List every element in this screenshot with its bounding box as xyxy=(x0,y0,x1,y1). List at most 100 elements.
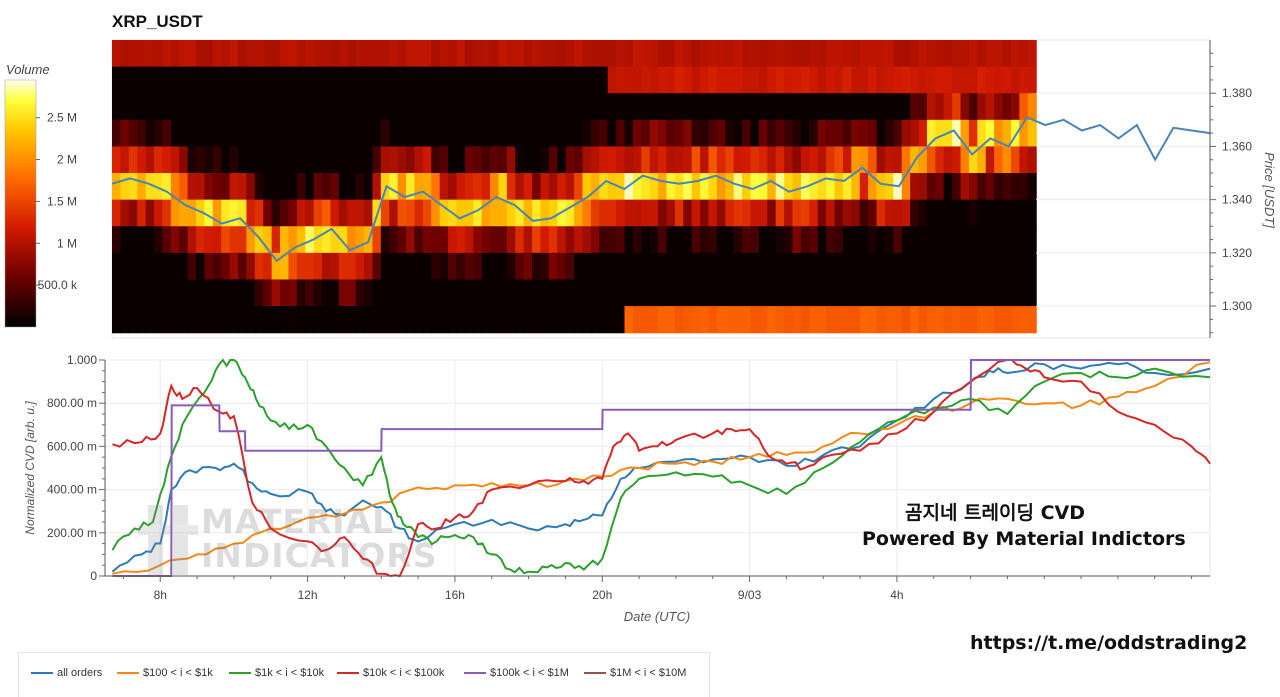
heatmap-cell xyxy=(506,252,516,281)
legend-item-100-1k[interactable]: $100 < i < $1k xyxy=(117,667,213,679)
heatmap-cell xyxy=(431,40,441,68)
heatmap-cell xyxy=(212,93,222,121)
heatmap-cell xyxy=(439,40,449,68)
heatmap-cell xyxy=(800,146,810,174)
heatmap-cell xyxy=(616,252,626,281)
heatmap-cell xyxy=(490,146,500,174)
heatmap-cell xyxy=(935,173,945,201)
heatmap-cell xyxy=(154,279,164,307)
telegram-link[interactable]: https://t.me/oddstrading2 xyxy=(970,632,1248,654)
heatmap-cell xyxy=(414,199,424,227)
heatmap-cell xyxy=(935,119,945,148)
legend-item-1k-10k[interactable]: $1k < i < $10k xyxy=(229,667,324,679)
heatmap-cell xyxy=(288,66,298,94)
heatmap-cell xyxy=(725,40,735,68)
heatmap-cell xyxy=(574,279,584,307)
heatmap-cell xyxy=(238,119,248,148)
heatmap-cell xyxy=(439,66,449,94)
heatmap-cell xyxy=(254,252,264,281)
heatmap-cell xyxy=(204,226,214,254)
heatmap-cell xyxy=(876,146,886,174)
heatmap-cell xyxy=(842,173,852,201)
page-title: XRP_USDT xyxy=(112,12,203,31)
heatmap-cell xyxy=(868,173,878,201)
heatmap-cell xyxy=(523,40,533,68)
heatmap-cell xyxy=(322,93,332,121)
heatmap-cell xyxy=(599,199,609,227)
legend-item-10k-100k[interactable]: $10k < i < $100k xyxy=(337,667,444,679)
heatmap-cell xyxy=(700,279,710,307)
heatmap-cell xyxy=(901,146,911,174)
heatmap-cell xyxy=(1027,66,1037,94)
heatmap-cell xyxy=(296,119,306,148)
heatmap-cell xyxy=(305,66,315,94)
heatmap-cell xyxy=(641,173,651,201)
heatmap-cell xyxy=(120,119,130,148)
heatmap-cell xyxy=(784,66,794,94)
heatmap-cell xyxy=(170,146,180,174)
heatmap-cell xyxy=(834,119,844,148)
heatmap-cell xyxy=(414,173,424,201)
heatmap-cell xyxy=(355,93,365,121)
heatmap-cell xyxy=(800,119,810,148)
heatmap-cell xyxy=(876,173,886,201)
heatmap-cell xyxy=(288,199,298,227)
heatmap-cell xyxy=(523,199,533,227)
heatmap-cell xyxy=(985,279,995,307)
heatmap-cell xyxy=(364,119,374,148)
heatmap-cell xyxy=(296,40,306,68)
heatmap-cell xyxy=(187,279,197,307)
heatmap-cell xyxy=(120,40,130,68)
heatmap-cell xyxy=(187,173,197,201)
heatmap-cell xyxy=(263,252,273,281)
heatmap-cell xyxy=(716,40,726,68)
legend-item-100k-1m[interactable]: $100k < i < $1M xyxy=(464,667,569,679)
heatmap-cell xyxy=(632,199,642,227)
heatmap-cell xyxy=(364,252,374,281)
heatmap-cell xyxy=(456,173,466,201)
heatmap-cell xyxy=(473,66,483,94)
heatmap-cell xyxy=(221,66,231,94)
price-heatmap-chart: Volume 2.5 M 2 M 1.5 M 1 M 500.0 k 1.300 1.32… xyxy=(4,39,1277,339)
heatmap-cell xyxy=(616,199,626,227)
heatmap-cell xyxy=(817,93,827,121)
heatmap-cell xyxy=(246,199,256,227)
heatmap-cell xyxy=(380,306,390,334)
heatmap-cell xyxy=(532,146,542,174)
heatmap-cell xyxy=(809,199,819,227)
heatmap-cell xyxy=(406,252,416,281)
heatmap-cell xyxy=(515,226,525,254)
heatmap-cell xyxy=(145,173,155,201)
heatmap-cell xyxy=(330,252,340,281)
heatmap-cell xyxy=(162,119,172,148)
heatmap-cell xyxy=(1010,279,1020,307)
heatmap-cell xyxy=(145,93,155,121)
heatmap-cell xyxy=(574,173,584,201)
legend-item-1m-10m[interactable]: $1M < i < $10M xyxy=(584,667,686,679)
heatmap-cell xyxy=(145,252,155,281)
heatmap-cell xyxy=(725,279,735,307)
heatmap-cell xyxy=(574,93,584,121)
heatmap-cell xyxy=(1019,119,1029,148)
heatmap-cell xyxy=(868,306,878,334)
heatmap-cell xyxy=(792,146,802,174)
heatmap-cell xyxy=(859,146,869,174)
heatmap-cell xyxy=(128,119,138,148)
heatmap-cell xyxy=(943,93,953,121)
heatmap-cell xyxy=(397,66,407,94)
heatmap-cell xyxy=(901,93,911,121)
heatmap-cell xyxy=(389,66,399,94)
heatmap-cell xyxy=(910,306,920,334)
heatmap-cell xyxy=(347,40,357,68)
heatmap-cell xyxy=(893,306,903,334)
legend-item-all-orders[interactable]: all orders xyxy=(31,667,102,679)
heatmap-cell xyxy=(439,199,449,227)
heatmap-cell xyxy=(322,40,332,68)
heatmap-cell xyxy=(817,252,827,281)
heatmap-cell xyxy=(574,66,584,94)
heatmap-cell xyxy=(658,119,668,148)
heatmap-cell xyxy=(826,146,836,174)
heatmap-cell xyxy=(590,252,600,281)
heatmap-cell xyxy=(994,173,1004,201)
heatmap-cell xyxy=(901,66,911,94)
